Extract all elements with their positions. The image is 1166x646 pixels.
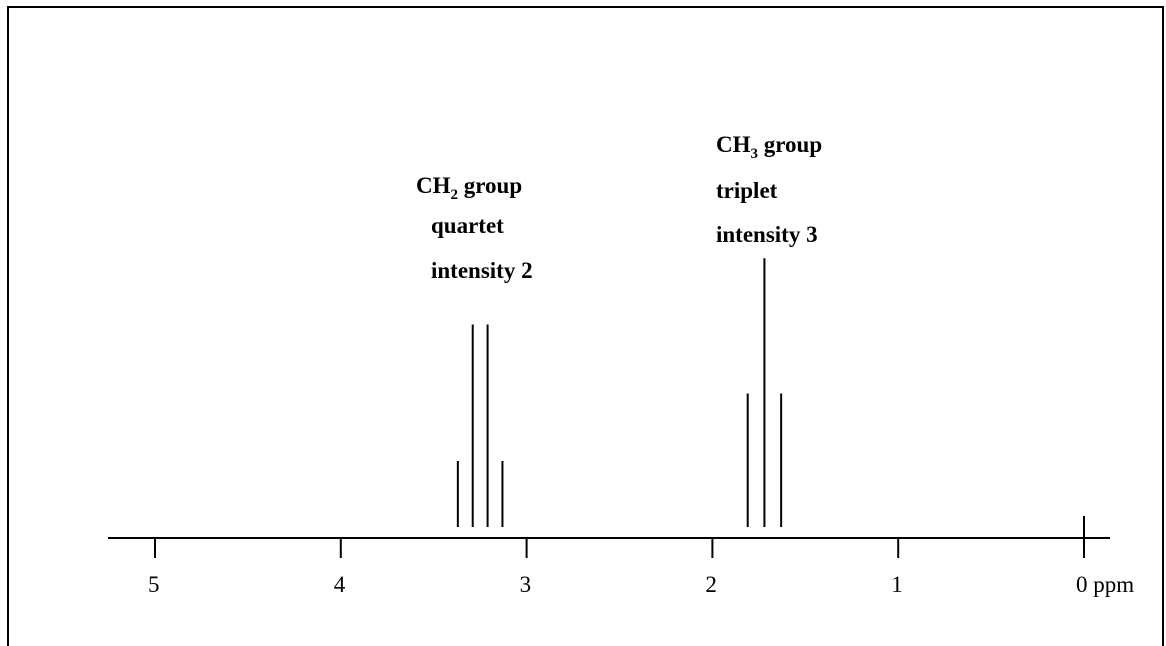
ch2-multiplicity: quartet (431, 213, 504, 238)
ch2-annotation: CH2 group quartet intensity 2 (416, 173, 533, 283)
figure-frame (7, 6, 1164, 646)
ch3-title: CH3 group (716, 132, 822, 162)
ch3-annotation: CH3 group triplet intensity 3 (716, 132, 822, 247)
tick-label-4: 4 (334, 572, 346, 597)
nmr-spectrum-chart: 5 4 3 2 1 0 ppm CH2 group quartet intensity 2… (108, 132, 1134, 597)
tick-label-3: 3 (520, 572, 532, 597)
tick-label-2: 2 (705, 572, 717, 597)
tick-label-1: 1 (891, 572, 903, 597)
ch3-multiplicity: triplet (716, 178, 778, 203)
x-axis-ticks: 5 4 3 2 1 0 ppm (148, 516, 1134, 597)
tick-label-0: 0 ppm (1076, 572, 1134, 597)
peak-sticks (456, 258, 783, 527)
tick-label-5: 5 (148, 572, 160, 597)
ch3-intensity: intensity 3 (716, 222, 818, 247)
ch2-intensity: intensity 2 (431, 258, 533, 283)
ch2-title: CH2 group (416, 173, 522, 203)
